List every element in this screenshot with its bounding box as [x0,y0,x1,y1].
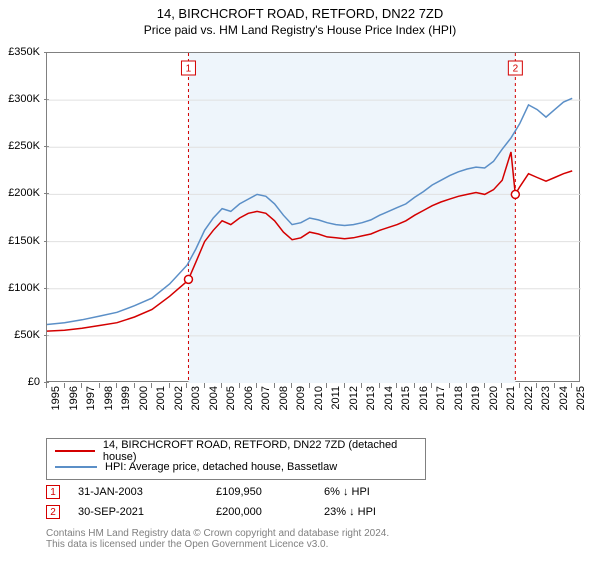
y-tick-label: £100K [8,282,40,294]
event-date-2: 30-SEP-2021 [78,506,198,518]
x-tick-label: 2009 [295,386,307,410]
x-tick-label: 2019 [470,386,482,410]
x-tick-label: 1998 [103,386,115,410]
x-tick-label: 2005 [225,386,237,410]
x-tick-label: 1999 [120,386,132,410]
x-tick-label: 2008 [278,386,290,410]
x-tick-label: 2018 [453,386,465,410]
event-price-2: £200,000 [216,506,306,518]
x-tick-label: 1997 [85,386,97,410]
legend-swatch-price-paid [55,450,95,452]
x-tick-label: 1995 [50,386,62,410]
event-date-1: 31-JAN-2003 [78,486,198,498]
x-tick-label: 2010 [313,386,325,410]
x-tick-label: 2021 [505,386,517,410]
legend-row-price-paid: 14, BIRCHCROFT ROAD, RETFORD, DN22 7ZD (… [55,443,417,459]
legend: 14, BIRCHCROFT ROAD, RETFORD, DN22 7ZD (… [46,438,426,480]
event-badge-2: 2 [46,505,60,519]
x-tick-label: 2013 [365,386,377,410]
event-row-1: 1 31-JAN-2003 £109,950 6% ↓ HPI [46,482,444,502]
legend-label-price-paid: 14, BIRCHCROFT ROAD, RETFORD, DN22 7ZD (… [103,439,417,463]
x-tick-label: 2016 [418,386,430,410]
x-tick-label: 2024 [558,386,570,410]
x-tick-label: 2007 [260,386,272,410]
x-tick-label: 2014 [383,386,395,410]
events-table: 1 31-JAN-2003 £109,950 6% ↓ HPI 2 30-SEP… [46,482,444,522]
chart-title: 14, BIRCHCROFT ROAD, RETFORD, DN22 7ZD [0,6,600,21]
chart-subtitle: Price paid vs. HM Land Registry's House … [0,23,600,37]
x-tick-label: 2022 [523,386,535,410]
x-tick-label: 2023 [540,386,552,410]
y-tick-label: £0 [28,376,40,388]
svg-text:1: 1 [186,64,192,75]
plot-area: 12 [46,52,580,382]
x-tick-label: 2015 [400,386,412,410]
x-tick-label: 2003 [190,386,202,410]
x-tick-label: 2011 [330,386,342,410]
x-tick-label: 2006 [243,386,255,410]
event-badge-1-num: 1 [50,487,56,498]
footer: Contains HM Land Registry data © Crown c… [46,528,389,550]
legend-label-hpi: HPI: Average price, detached house, Bass… [105,461,337,473]
y-tick-label: £250K [8,140,40,152]
svg-text:2: 2 [513,64,519,75]
y-tick-label: £150K [8,235,40,247]
legend-swatch-hpi [55,466,97,468]
x-tick-label: 2002 [173,386,185,410]
x-axis: 1995 1996 1997 1998 1999 2000 2001 2002 2003 2004… [46,384,580,434]
x-tick-label: 2000 [138,386,150,410]
x-tick-label: 2001 [155,386,167,410]
plot-svg: 12 [47,53,581,383]
x-tick-label: 2004 [208,386,220,410]
event-row-2: 2 30-SEP-2021 £200,000 23% ↓ HPI [46,502,444,522]
x-tick-label: 2012 [348,386,360,410]
y-tick-label: £300K [8,93,40,105]
x-tick-label: 1996 [68,386,80,410]
event-diff-1: 6% ↓ HPI [324,486,444,498]
y-tick-label: £50K [14,329,40,341]
y-tick-label: £350K [8,46,40,58]
x-tick-label: 2017 [435,386,447,410]
y-tick-label: £200K [8,187,40,199]
x-tick-label: 2025 [575,386,587,410]
footer-line-1: Contains HM Land Registry data © Crown c… [46,528,389,539]
event-price-1: £109,950 [216,486,306,498]
event-badge-2-num: 2 [50,507,56,518]
y-axis: £0£50K£100K£150K£200K£250K£300K£350K [0,52,44,382]
event-badge-1: 1 [46,485,60,499]
event-diff-2: 23% ↓ HPI [324,506,444,518]
footer-line-2: This data is licensed under the Open Gov… [46,539,389,550]
x-tick-label: 2020 [488,386,500,410]
